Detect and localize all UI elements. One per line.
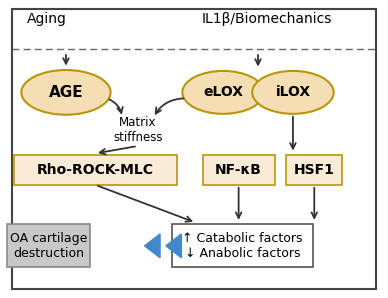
Text: Aging: Aging: [27, 13, 67, 26]
FancyBboxPatch shape: [7, 224, 90, 268]
FancyBboxPatch shape: [14, 155, 177, 185]
Text: eLOX: eLOX: [203, 86, 243, 99]
FancyBboxPatch shape: [12, 9, 376, 289]
Ellipse shape: [21, 70, 111, 115]
Polygon shape: [144, 234, 160, 258]
Text: Matrix
stiffness: Matrix stiffness: [113, 116, 163, 144]
Text: IL1β/Biomechanics: IL1β/Biomechanics: [202, 13, 332, 26]
Text: ↑ Catabolic factors
↓ Anabolic factors: ↑ Catabolic factors ↓ Anabolic factors: [182, 232, 303, 260]
Ellipse shape: [252, 71, 334, 114]
FancyBboxPatch shape: [203, 155, 275, 185]
Text: HSF1: HSF1: [294, 163, 335, 177]
Ellipse shape: [182, 71, 264, 114]
Polygon shape: [166, 234, 181, 258]
Text: NF-κB: NF-κB: [215, 163, 262, 177]
Text: OA cartilage
destruction: OA cartilage destruction: [10, 232, 87, 260]
Text: Rho-ROCK-MLC: Rho-ROCK-MLC: [36, 163, 154, 177]
Text: AGE: AGE: [48, 85, 83, 100]
Text: iLOX: iLOX: [275, 86, 310, 99]
FancyBboxPatch shape: [171, 224, 314, 268]
FancyBboxPatch shape: [286, 155, 343, 185]
